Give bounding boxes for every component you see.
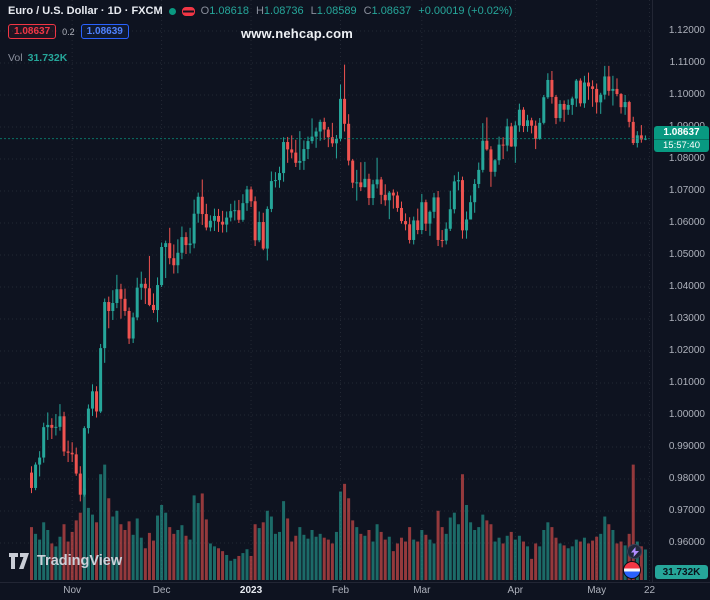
price-axis-label: 1.02000 xyxy=(668,345,705,356)
price-axis-label: 1.12000 xyxy=(668,25,705,36)
time-axis-label: 22 xyxy=(643,585,656,596)
price-axis-label: 1.01000 xyxy=(668,377,705,388)
tradingview-logo[interactable]: TradingView xyxy=(8,552,122,570)
candlestick-volume-chart xyxy=(0,0,652,582)
change-value: +0.00019 (+0.02%) xyxy=(418,5,513,17)
volume-label: Vol xyxy=(8,52,23,64)
close-label: C xyxy=(363,5,372,17)
price-axis-label: 1.06000 xyxy=(668,217,705,228)
candles xyxy=(30,64,647,502)
price-axis-label: 1.11000 xyxy=(669,57,705,68)
broker-logo-icon xyxy=(181,6,195,16)
time-axis[interactable]: Nov Dec 2023 Feb Mar Apr May 22 xyxy=(0,582,710,600)
symbol-title[interactable]: Euro / U.S. Dollar · 1D · FXCM xyxy=(8,5,163,17)
site-watermark: www.nehcap.com xyxy=(240,26,354,41)
chart-plot-area[interactable]: www.nehcap.com Euro / U.S. Dollar · 1D ·… xyxy=(0,0,652,582)
quick-action-button[interactable] xyxy=(627,544,642,559)
lightning-icon xyxy=(630,546,639,557)
price-axis-label: 1.04000 xyxy=(668,281,705,292)
time-axis-label: Apr xyxy=(507,585,524,596)
bar-countdown: 15:57:40 xyxy=(654,138,709,152)
bid-ask-row: 1.08637 0.2 1.08639 xyxy=(8,24,129,39)
volume-value: 31.732K xyxy=(27,52,68,64)
price-axis-label: 0.96000 xyxy=(668,537,705,548)
price-axis-label: 0.97000 xyxy=(668,505,705,516)
volume-bars xyxy=(30,464,647,580)
chart-legend: Euro / U.S. Dollar · 1D · FXCM O1.08618 … xyxy=(8,5,512,17)
low-value: 1.08589 xyxy=(316,5,357,17)
high-value: 1.08736 xyxy=(263,5,304,17)
price-axis-label: 1.03000 xyxy=(668,313,705,324)
last-price-value: 1.08637 xyxy=(663,126,700,138)
price-axis-label: 1.08000 xyxy=(668,153,705,164)
price-axis[interactable]: 1.08637 15:57:40 31.732K 1.12000 1.11000 1… xyxy=(652,0,710,582)
last-price-tag: 1.08637 15:57:40 xyxy=(654,125,709,152)
time-axis-label: Mar xyxy=(413,585,431,596)
time-axis-label: 2023 xyxy=(239,585,263,596)
volume-axis-badge: 31.732K xyxy=(655,565,708,579)
price-axis-label: 1.10000 xyxy=(668,89,705,100)
time-axis-label: May xyxy=(587,585,607,596)
low-label: L xyxy=(310,5,317,17)
bid-button[interactable]: 1.08637 xyxy=(8,24,57,39)
spread-value: 0.2 xyxy=(62,26,75,37)
price-axis-label: 1.05000 xyxy=(668,249,705,260)
open-label: O xyxy=(200,5,210,17)
trade-panel-button[interactable] xyxy=(623,561,641,579)
tradingview-logo-text: TradingView xyxy=(37,553,123,569)
tradingview-glyph-icon xyxy=(9,553,29,569)
ask-button[interactable]: 1.08639 xyxy=(80,24,129,39)
time-axis-label: Dec xyxy=(152,585,171,596)
open-value: 1.08618 xyxy=(209,5,249,17)
volume-legend: Vol 31.732K xyxy=(8,52,67,64)
close-value: 1.08637 xyxy=(371,5,412,17)
price-axis-label: 0.99000 xyxy=(668,441,705,452)
time-axis-label: Feb xyxy=(331,585,350,596)
price-axis-label: 1.07000 xyxy=(668,185,705,196)
time-axis-label: Nov xyxy=(63,585,82,596)
high-label: H xyxy=(255,5,264,17)
price-axis-label: 1.00000 xyxy=(668,409,705,420)
ohlc-values: O1.08618 H1.08736 L1.08589 C1.08637 +0.0… xyxy=(201,5,513,17)
grid-lines xyxy=(0,0,652,582)
market-status-icon xyxy=(168,7,176,15)
price-axis-label: 0.98000 xyxy=(668,473,705,484)
